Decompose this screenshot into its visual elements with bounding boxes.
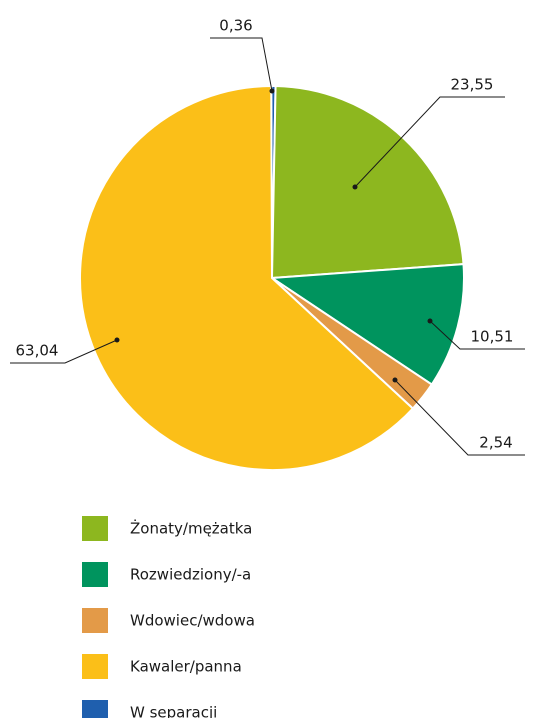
leader-line — [10, 339, 118, 364]
leader-line — [354, 96, 505, 188]
legend-label: Kawaler/panna — [130, 658, 242, 676]
pie-slice — [270, 85, 465, 280]
legend-label: Rozwiedziony/-a — [130, 566, 251, 584]
leader-line — [394, 379, 525, 456]
legend-swatch — [82, 562, 108, 587]
data-label: 2,54 — [479, 434, 512, 452]
leader-dot — [352, 184, 358, 190]
data-label: 0,36 — [219, 17, 252, 35]
legend-swatch — [82, 516, 108, 541]
data-label: 23,55 — [451, 76, 494, 94]
leader-dot — [392, 377, 398, 383]
legend-label: Żonaty/mężatka — [130, 519, 252, 538]
data-label: 10,51 — [471, 328, 514, 346]
legend-swatch — [82, 700, 108, 722]
leader-dot — [427, 318, 433, 324]
legend-label: Wdowiec/wdowa — [130, 612, 255, 630]
legend-swatch — [82, 608, 108, 633]
pie-slice — [79, 84, 415, 471]
leader-dot — [269, 88, 275, 94]
pie-slice — [269, 263, 465, 386]
legend-label: W separacji — [130, 704, 217, 719]
leader-line — [210, 37, 273, 92]
data-label: 63,04 — [16, 342, 59, 360]
legend-swatch — [82, 654, 108, 679]
leader-dot — [114, 337, 120, 343]
leader-line — [429, 320, 525, 350]
